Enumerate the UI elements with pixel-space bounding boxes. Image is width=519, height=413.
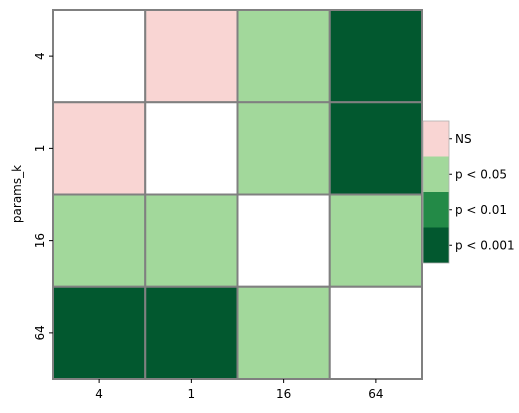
x-axis: 4 1 16 64 [95,379,384,401]
y-tick-label: 64 [33,325,47,340]
heatmap-cell-r3-c0 [52,285,147,380]
heatmap-cell-r2-c3 [328,193,423,288]
legend-swatch-p05 [423,156,449,192]
heatmap-cell-r3-c1 [144,285,239,380]
heatmap-cell-r2-c0 [52,193,147,288]
legend-label-NS: NS [455,132,472,146]
legend-label-p01: p < 0.01 [455,203,507,217]
x-tick-label: 1 [188,387,196,401]
heatmap-cell-r1-c2 [236,101,331,196]
heatmap-cell-r1-c1 [144,101,239,196]
legend: NS p < 0.05 p < 0.01 p < 0.001 [422,120,515,264]
legend-swatch-NS [423,121,449,157]
y-tick-label: 16 [33,233,47,248]
heatmap-cell-r1-c0 [52,101,147,196]
legend-label-p001: p < 0.001 [455,238,515,252]
x-tick-label: 4 [95,387,103,401]
heatmap-cell-r2-c1 [144,193,239,288]
y-tick-label: 4 [33,52,47,60]
heatmap-cells [52,9,423,380]
heatmap-cell-r0-c1 [144,9,239,104]
y-axis-label: params_k [10,165,24,223]
legend-swatch-p001 [423,227,449,263]
legend-label-p05: p < 0.05 [455,167,507,181]
x-tick-label: 64 [368,387,383,401]
heatmap-cell-r0-c0 [52,9,147,104]
heatmap-cell-r0-c3 [328,9,423,104]
heatmap-cell-r1-c3 [328,101,423,196]
heatmap-cell-r3-c2 [236,285,331,380]
x-tick-label: 16 [276,387,291,401]
heatmap-cell-r2-c2 [236,193,331,288]
legend-frame [422,120,450,264]
heatmap-cell-r0-c2 [236,9,331,104]
y-tick-label: 1 [33,145,47,153]
legend-swatch-p01 [423,192,449,228]
heatmap-cell-r3-c3 [328,285,423,380]
y-axis: 4 1 16 64 [33,52,53,341]
